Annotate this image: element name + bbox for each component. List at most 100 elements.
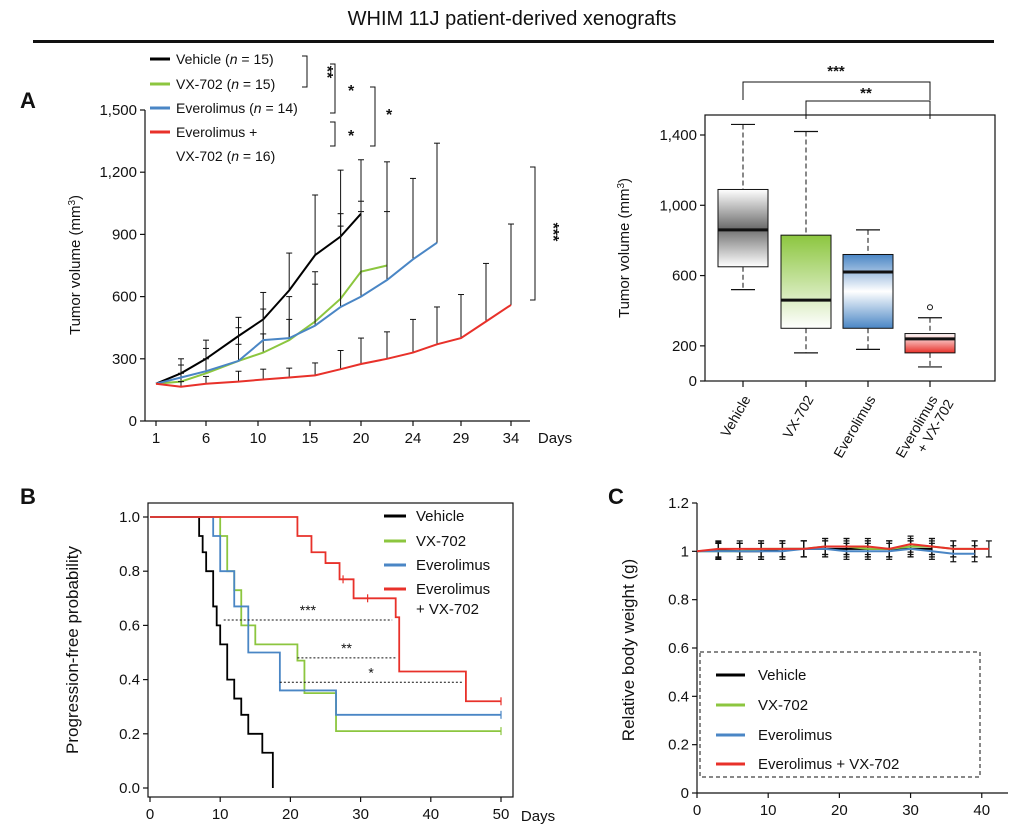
legend-label: Everolimus + VX-702 bbox=[758, 756, 899, 773]
y-tick-label: 0 bbox=[681, 785, 689, 802]
x-tick-label: 0 bbox=[693, 802, 701, 819]
sig-bracket bbox=[330, 63, 336, 114]
y-tick-label: 1,400 bbox=[659, 127, 697, 144]
legend-label: Everolimus bbox=[758, 727, 832, 744]
x-tick-label: 20 bbox=[353, 430, 370, 447]
sig-label: *** bbox=[544, 223, 561, 242]
legend-label: VX-702 bbox=[416, 533, 466, 550]
x-tick-label: 20 bbox=[831, 802, 848, 819]
panel-label-c: C bbox=[608, 484, 624, 509]
x-tick-label: 10 bbox=[212, 806, 229, 823]
y-tick-label: 0.4 bbox=[668, 688, 689, 705]
y-tick-label: 900 bbox=[112, 226, 137, 243]
legend-n: n bbox=[254, 100, 262, 116]
category-label: Vehicle bbox=[717, 392, 754, 439]
legend-label: Everolimus bbox=[416, 557, 490, 574]
y-axis-label: Tumor volume (mm3) bbox=[616, 178, 634, 318]
y-axis-label: Progression-free probability bbox=[63, 546, 82, 754]
legend-label-2: VX-702 (n = 16) bbox=[176, 148, 275, 164]
y-tick-label: 0.8 bbox=[119, 563, 140, 580]
y-tick-label: 0.0 bbox=[119, 780, 140, 797]
panel-label-b: B bbox=[20, 484, 36, 509]
legend-count: = 15) bbox=[238, 51, 274, 67]
box bbox=[904, 333, 956, 354]
y-axis-label-sup: 3 bbox=[616, 183, 627, 189]
y-tick-label: 0.6 bbox=[119, 617, 140, 634]
y-tick-label: 0.8 bbox=[668, 592, 689, 609]
sig-label: * bbox=[386, 107, 393, 124]
sig-bracket bbox=[330, 121, 336, 147]
x-tick-label: 10 bbox=[250, 430, 267, 447]
sig-bracket bbox=[805, 100, 931, 119]
category-label: VX-702 bbox=[779, 392, 816, 441]
series-line-everolimus bbox=[155, 241, 438, 385]
category-label: Everolimus bbox=[830, 393, 878, 461]
km-curve-everolimus bbox=[150, 516, 501, 716]
panel-label-a: A bbox=[20, 88, 36, 113]
legend-label: Vehicle bbox=[758, 667, 806, 684]
x-tick-label: 29 bbox=[453, 430, 470, 447]
y-tick-label: 1 bbox=[681, 543, 689, 560]
y-tick-label: 0 bbox=[129, 413, 137, 430]
y-tick-label: 200 bbox=[672, 338, 697, 355]
legend-box bbox=[699, 651, 981, 778]
legend-label: VX-702 bbox=[758, 697, 808, 714]
x-tick-label: 30 bbox=[902, 802, 919, 819]
sig-bracket bbox=[742, 81, 931, 100]
box bbox=[842, 253, 894, 329]
y-tick-label: 1,200 bbox=[99, 164, 137, 181]
x-tick-label: 34 bbox=[503, 430, 520, 447]
y-tick-label: 1.0 bbox=[119, 509, 140, 526]
sig-bracket bbox=[370, 86, 376, 147]
legend-label-2: + VX-702 bbox=[416, 601, 479, 618]
y-tick-label: 0.4 bbox=[119, 672, 140, 689]
sig-label: *** bbox=[827, 63, 845, 80]
plot-frame bbox=[704, 114, 996, 382]
sig-label: ** bbox=[318, 66, 335, 79]
series-line-vx-702 bbox=[155, 264, 388, 385]
legend-label: Vehicle bbox=[416, 508, 464, 525]
y-axis-label: Tumor volume (mm3) bbox=[67, 195, 85, 335]
sig-label: * bbox=[348, 83, 355, 100]
y-tick-label: 0 bbox=[689, 373, 697, 390]
x-tick-label: 50 bbox=[493, 806, 510, 823]
plot-frame bbox=[147, 502, 514, 798]
y-axis-label-end: ) bbox=[67, 195, 84, 200]
y-tick-label: 600 bbox=[672, 268, 697, 285]
x-axis-label: Days bbox=[538, 430, 572, 447]
x-tick-label: 0 bbox=[146, 806, 154, 823]
series-line-everolimus-vx-702 bbox=[155, 304, 512, 388]
y-tick-label: 1.2 bbox=[668, 495, 689, 512]
legend-label: VX-702 (n = 15) bbox=[176, 76, 275, 92]
y-tick-label: 0.2 bbox=[668, 737, 689, 754]
legend-count: = 14) bbox=[262, 100, 298, 116]
x-axis-label: Days bbox=[521, 808, 555, 825]
legend-count: = 16) bbox=[239, 148, 275, 164]
x-tick-label: 10 bbox=[760, 802, 777, 819]
legend-n: n bbox=[230, 51, 238, 67]
sig-label: *** bbox=[300, 602, 317, 618]
x-tick-label: 40 bbox=[422, 806, 439, 823]
y-tick-label: 1,000 bbox=[659, 197, 697, 214]
x-tick-label: 30 bbox=[352, 806, 369, 823]
title-rule bbox=[33, 40, 994, 43]
x-tick-label: 20 bbox=[282, 806, 299, 823]
sig-label: * bbox=[348, 128, 355, 145]
legend-n: n bbox=[231, 148, 239, 164]
legend-label: Everolimus + bbox=[176, 124, 257, 140]
legend-label: Everolimus bbox=[416, 581, 490, 598]
y-tick-label: 0.2 bbox=[119, 726, 140, 743]
sig-label: ** bbox=[341, 640, 352, 656]
x-tick-label: 24 bbox=[405, 430, 422, 447]
y-axis-label-end: ) bbox=[616, 178, 633, 183]
x-tick-label: 1 bbox=[152, 430, 160, 447]
x-tick-label: 40 bbox=[973, 802, 990, 819]
y-axis-label-sup: 3 bbox=[67, 200, 78, 206]
y-tick-label: 0.6 bbox=[668, 640, 689, 657]
y-tick-label: 300 bbox=[112, 351, 137, 368]
y-tick-label: 600 bbox=[112, 289, 137, 306]
legend-count: = 15) bbox=[239, 76, 275, 92]
outlier-point bbox=[927, 304, 933, 311]
km-curve-everolimus-vx-702 bbox=[150, 516, 501, 703]
